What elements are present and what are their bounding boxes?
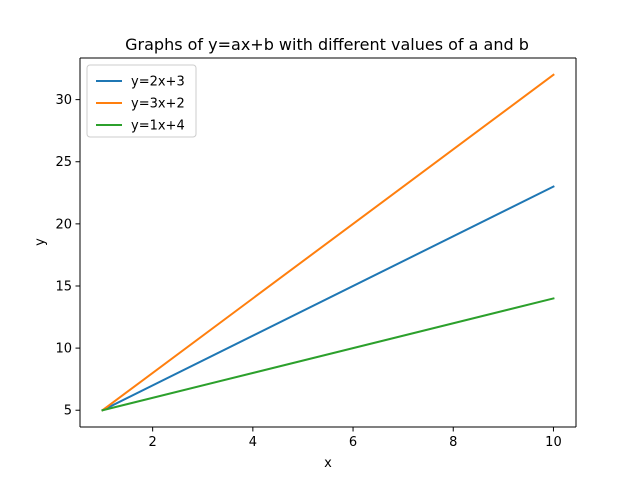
x-axis-ticks: 2 4 6 8 10 [149, 427, 562, 450]
y-tick-label: 30 [55, 93, 72, 108]
y-axis-label: y [33, 238, 48, 246]
x-tick-label: 6 [349, 435, 357, 450]
legend-label-3: y=1x+4 [131, 119, 185, 134]
x-tick-label: 4 [249, 435, 257, 450]
series-line-3 [101, 297, 555, 412]
chart-title: Graphs of y=ax+b with different values o… [125, 35, 529, 54]
y-tick-label: 5 [64, 404, 72, 419]
series-line-2 [101, 73, 555, 412]
legend-label-2: y=3x+2 [131, 97, 185, 112]
y-axis-ticks: 5 10 15 20 25 30 [55, 93, 80, 419]
x-tick-label: 8 [449, 435, 457, 450]
series-line-1 [101, 185, 555, 412]
y-tick-label: 20 [55, 217, 72, 232]
x-tick-label: 10 [545, 435, 562, 450]
y-tick-label: 15 [55, 279, 72, 294]
legend-box [86, 64, 197, 138]
y-tick-label: 25 [55, 155, 72, 170]
y-tick-label: 10 [55, 342, 72, 357]
plot-frame [79, 57, 577, 428]
legend: y=2x+3 y=3x+2 y=1x+4 [86, 64, 197, 138]
legend-label-1: y=2x+3 [131, 75, 185, 90]
x-axis-label: x [324, 456, 332, 471]
series-layer [101, 73, 555, 412]
x-tick-label: 2 [149, 435, 157, 450]
